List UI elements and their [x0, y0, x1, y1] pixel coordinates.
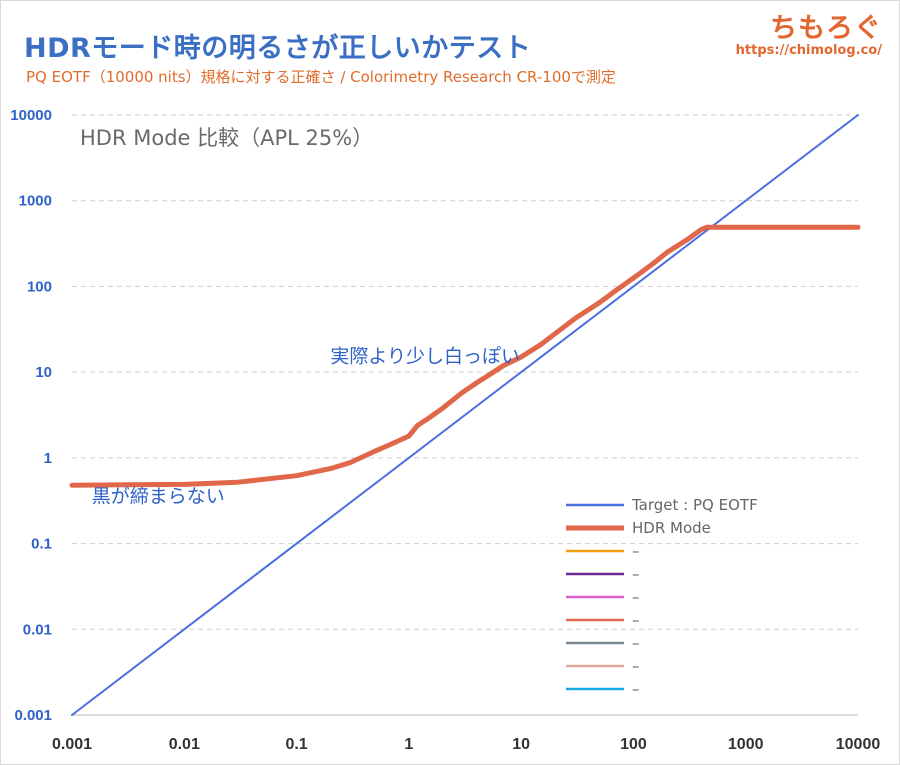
chart-legend: Target : PQ EOTF HDR Mode – – – – – – – [566, 496, 758, 698]
x-axis-ticks: 0.001 0.01 0.1 1 10 100 1000 10000 [52, 736, 880, 753]
x-tick-label: 10000 [836, 736, 881, 753]
x-tick-label: 1000 [728, 736, 764, 753]
page-title: HDRモード時の明るさが正しいかテスト [24, 33, 532, 64]
legend-label: – [632, 588, 640, 606]
y-axis-ticks: 0.001 0.01 0.1 1 10 100 1000 10000 [10, 107, 52, 724]
y-tick-label: 1 [44, 450, 52, 467]
legend-label: – [632, 634, 640, 652]
series-layer [69, 114, 861, 716]
y-tick-label: 1000 [19, 193, 52, 210]
brand-logo: ちもろぐ https://chimolog.co/ [736, 6, 882, 58]
y-tick-label: 0.01 [23, 621, 52, 638]
x-tick-label: 0.1 [285, 736, 307, 753]
series-line-hdr-mode [69, 224, 861, 488]
chart-grid [72, 114, 858, 630]
x-tick-label: 0.01 [169, 736, 200, 753]
y-tick-label: 10000 [10, 107, 52, 124]
brand-name: ちもろぐ [770, 13, 882, 44]
series-line-target [71, 114, 859, 716]
brand-url: https://chimolog.co/ [735, 43, 882, 58]
legend-label: – [632, 657, 640, 675]
x-tick-label: 1 [404, 736, 413, 753]
x-tick-label: 10 [512, 736, 530, 753]
y-tick-label: 0.001 [14, 707, 52, 724]
annotation-label: 実際より少し白っぽい [330, 345, 520, 367]
annotation-label: 黒が締まらない [92, 486, 225, 508]
legend-label: – [632, 542, 640, 560]
y-tick-label: 0.1 [31, 536, 52, 553]
legend-label: Target : PQ EOTF [631, 496, 758, 514]
x-tick-label: 100 [620, 736, 647, 753]
legend-label: – [632, 611, 640, 629]
page-subtitle: PQ EOTF（10000 nits）規格に対する正確さ / Colorimet… [26, 68, 616, 86]
y-tick-label: 10 [35, 364, 52, 381]
legend-label: HDR Mode [632, 519, 711, 537]
legend-label: – [632, 680, 640, 698]
legend-label: – [632, 565, 640, 583]
x-tick-label: 0.001 [52, 736, 92, 753]
y-tick-label: 100 [27, 278, 52, 295]
chart-title: HDR Mode 比較（APL 25%） [80, 126, 373, 150]
